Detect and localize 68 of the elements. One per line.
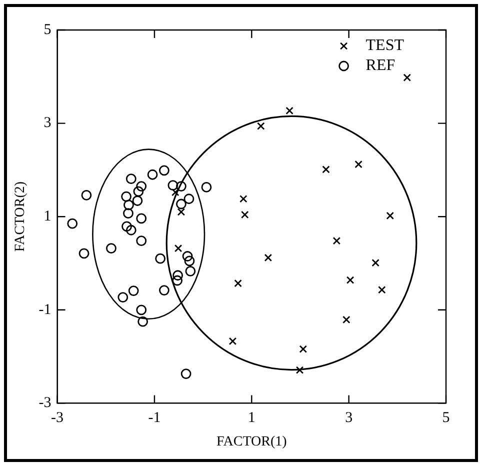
point [354, 160, 362, 168]
point [180, 368, 192, 380]
point [136, 236, 147, 246]
point [81, 190, 92, 200]
y-tick-label: 3 [44, 115, 52, 132]
point [147, 169, 158, 180]
point [386, 212, 394, 220]
point [106, 243, 116, 254]
point [182, 251, 193, 262]
point [228, 337, 237, 346]
point [176, 181, 186, 192]
point [138, 316, 148, 327]
point [201, 182, 212, 192]
point [158, 285, 170, 296]
point [136, 181, 147, 192]
point [184, 256, 195, 266]
point [158, 165, 170, 176]
point [118, 292, 128, 303]
x-axis-title: FACTOR(1) [216, 434, 288, 450]
x-tick-label: -1 [148, 410, 161, 426]
legend-label: REF [366, 57, 396, 74]
point [332, 236, 341, 245]
point [136, 304, 147, 316]
point [78, 248, 90, 259]
x-tick-label: 5 [442, 410, 450, 426]
legend-label: TEST [366, 37, 404, 54]
point [67, 218, 78, 229]
point [171, 188, 180, 196]
point [121, 191, 132, 202]
point [126, 224, 136, 236]
point [168, 180, 178, 191]
point [132, 196, 143, 206]
point [286, 106, 294, 115]
point [257, 122, 265, 130]
y-tick-label: -3 [38, 395, 52, 412]
point [342, 316, 350, 324]
point [372, 258, 380, 267]
x-tick-label: 1 [248, 410, 256, 426]
point [299, 345, 308, 353]
point [322, 166, 330, 174]
point [177, 208, 186, 216]
point [346, 276, 354, 284]
point [185, 266, 196, 276]
y-tick-label: -1 [38, 302, 52, 318]
point [155, 253, 166, 264]
point [378, 286, 386, 294]
point [240, 210, 249, 219]
point [122, 221, 132, 232]
point [172, 275, 183, 286]
point [128, 286, 139, 296]
point [124, 200, 134, 210]
point [176, 198, 186, 210]
x-tick-label: 3 [345, 410, 353, 426]
y-tick-label: 5 [44, 22, 52, 38]
point [172, 270, 183, 281]
point [296, 366, 304, 374]
point [133, 186, 144, 197]
point [234, 279, 242, 288]
point [123, 208, 134, 219]
point [240, 194, 248, 203]
point [174, 244, 182, 252]
y-tick-label: 1 [44, 208, 52, 225]
point [136, 213, 147, 224]
point [126, 174, 136, 184]
point [264, 254, 272, 262]
point [184, 194, 194, 204]
y-axis-title: FACTOR(2) [13, 181, 28, 252]
point [403, 74, 412, 82]
